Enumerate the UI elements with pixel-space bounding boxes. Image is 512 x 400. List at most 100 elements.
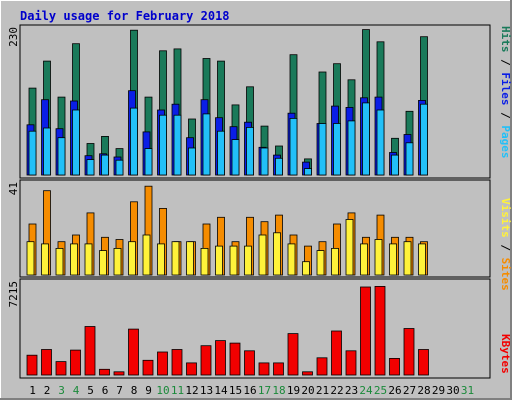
- x-tick-label: 2: [44, 384, 51, 397]
- x-tick-label: 11: [171, 384, 184, 397]
- x-tick-label: 30: [446, 384, 459, 397]
- x-tick-label: 24: [359, 384, 373, 397]
- pages-bar: [159, 114, 167, 176]
- x-tick-label: 13: [200, 384, 213, 397]
- kbytes-bar: [55, 361, 67, 376]
- x-tick-label: 8: [131, 384, 138, 397]
- x-tick-label: 12: [185, 384, 198, 397]
- kbytes-bar: [244, 350, 255, 376]
- pages-bar: [347, 120, 356, 176]
- x-tick-label: 4: [73, 384, 80, 397]
- panel1-max-label: 230: [7, 27, 20, 47]
- kbytes-bar: [345, 350, 357, 376]
- pages-bar: [376, 109, 385, 176]
- x-tick-label: 3: [58, 384, 65, 397]
- pages-bar: [28, 130, 37, 176]
- sites-bar: [55, 247, 64, 276]
- legend-files-label: Files: [499, 72, 512, 105]
- sites-bar: [244, 245, 252, 276]
- sites-bar: [302, 261, 310, 276]
- panel2-max-label: 41: [7, 182, 20, 195]
- pages-bar: [86, 159, 95, 176]
- kbytes-bar: [258, 362, 270, 376]
- kbytes-bar: [389, 357, 400, 376]
- x-tick-label: 18: [272, 384, 285, 397]
- kbytes-bar: [418, 349, 429, 376]
- kbytes-bar: [215, 340, 226, 376]
- kbytes-bar: [186, 362, 197, 376]
- x-tick-label: 21: [316, 384, 329, 397]
- x-tick-label: 22: [330, 384, 343, 397]
- sites-bar: [142, 234, 151, 276]
- chart-title: Daily usage for February 2018: [20, 9, 230, 23]
- x-tick-label: 7: [116, 384, 123, 397]
- sites-bar: [403, 241, 412, 276]
- x-tick-label: 26: [388, 384, 401, 397]
- pages-bar: [188, 147, 196, 176]
- kbytes-bar: [26, 354, 38, 376]
- kbytes-bar: [113, 371, 125, 376]
- kbytes-bar: [374, 285, 386, 376]
- sites-bar: [113, 247, 122, 276]
- legend-sites-label: Sites: [499, 258, 512, 291]
- kbytes-bar: [171, 349, 183, 376]
- x-tick-label: 17: [258, 384, 271, 397]
- panel2-legend: Visits / Sites: [499, 198, 512, 291]
- x-tick-label: 6: [102, 384, 109, 397]
- pages-bar: [289, 118, 298, 176]
- x-tick-label: 16: [243, 384, 256, 397]
- kbytes-bar: [287, 333, 299, 376]
- x-axis-labels: 1 2 3 4 5 6 7 8 9 10 11 12 13 14 15 16 17 18 19 20 21 22 23 24 2…: [29, 384, 474, 397]
- pages-bar: [304, 168, 312, 176]
- chart-bars: [26, 29, 429, 376]
- sites-bar: [186, 241, 194, 276]
- pages-bar: [72, 109, 80, 176]
- x-tick-label: 23: [345, 384, 358, 397]
- kbytes-bar: [84, 326, 96, 376]
- kbytes-bar: [273, 362, 284, 376]
- pages-bar: [405, 142, 414, 176]
- pages-bar: [101, 154, 109, 176]
- sites-bar: [128, 241, 136, 276]
- x-tick-label: 10: [156, 384, 169, 397]
- sites-bar: [273, 232, 281, 276]
- pages-bar: [43, 127, 51, 176]
- pages-bar: [318, 123, 327, 176]
- sites-bar: [345, 219, 354, 276]
- sites-bar: [26, 241, 35, 276]
- pages-bar: [246, 127, 254, 176]
- legend-hits-label: Hits: [499, 26, 512, 53]
- pages-bar: [420, 103, 428, 176]
- pages-bar: [391, 154, 399, 176]
- pages-bar: [362, 102, 370, 176]
- sites-bar: [99, 250, 107, 276]
- sites-bar: [389, 243, 397, 276]
- x-tick-label: 25: [374, 384, 387, 397]
- sites-bar: [215, 245, 223, 276]
- sites-bar: [374, 239, 383, 276]
- pages-bar: [173, 114, 182, 176]
- sites-bar: [171, 241, 180, 276]
- x-tick-label: 27: [403, 384, 416, 397]
- pages-bar: [144, 148, 153, 176]
- x-tick-label: 14: [214, 384, 228, 397]
- kbytes-bar: [229, 342, 241, 376]
- x-tick-label: 28: [417, 384, 430, 397]
- x-tick-label: 9: [145, 384, 152, 397]
- x-tick-label: 1: [29, 384, 36, 397]
- kbytes-bar: [142, 359, 154, 376]
- panel1-legend: Hits / Files / Pages: [499, 26, 512, 159]
- pages-bar: [130, 107, 138, 176]
- sites-bar: [200, 247, 209, 276]
- x-tick-label: 19: [287, 384, 300, 397]
- sites-bar: [360, 243, 368, 276]
- pages-bar: [202, 113, 211, 176]
- legend-pages-label: Pages: [499, 125, 512, 158]
- kbytes-bar: [157, 351, 168, 376]
- sites-bar: [70, 243, 78, 276]
- sites-bar: [316, 250, 325, 276]
- legend-kbytes-label: KBytes: [499, 334, 512, 374]
- panel3-max-label: 7215: [7, 281, 20, 308]
- pages-bar: [231, 139, 240, 176]
